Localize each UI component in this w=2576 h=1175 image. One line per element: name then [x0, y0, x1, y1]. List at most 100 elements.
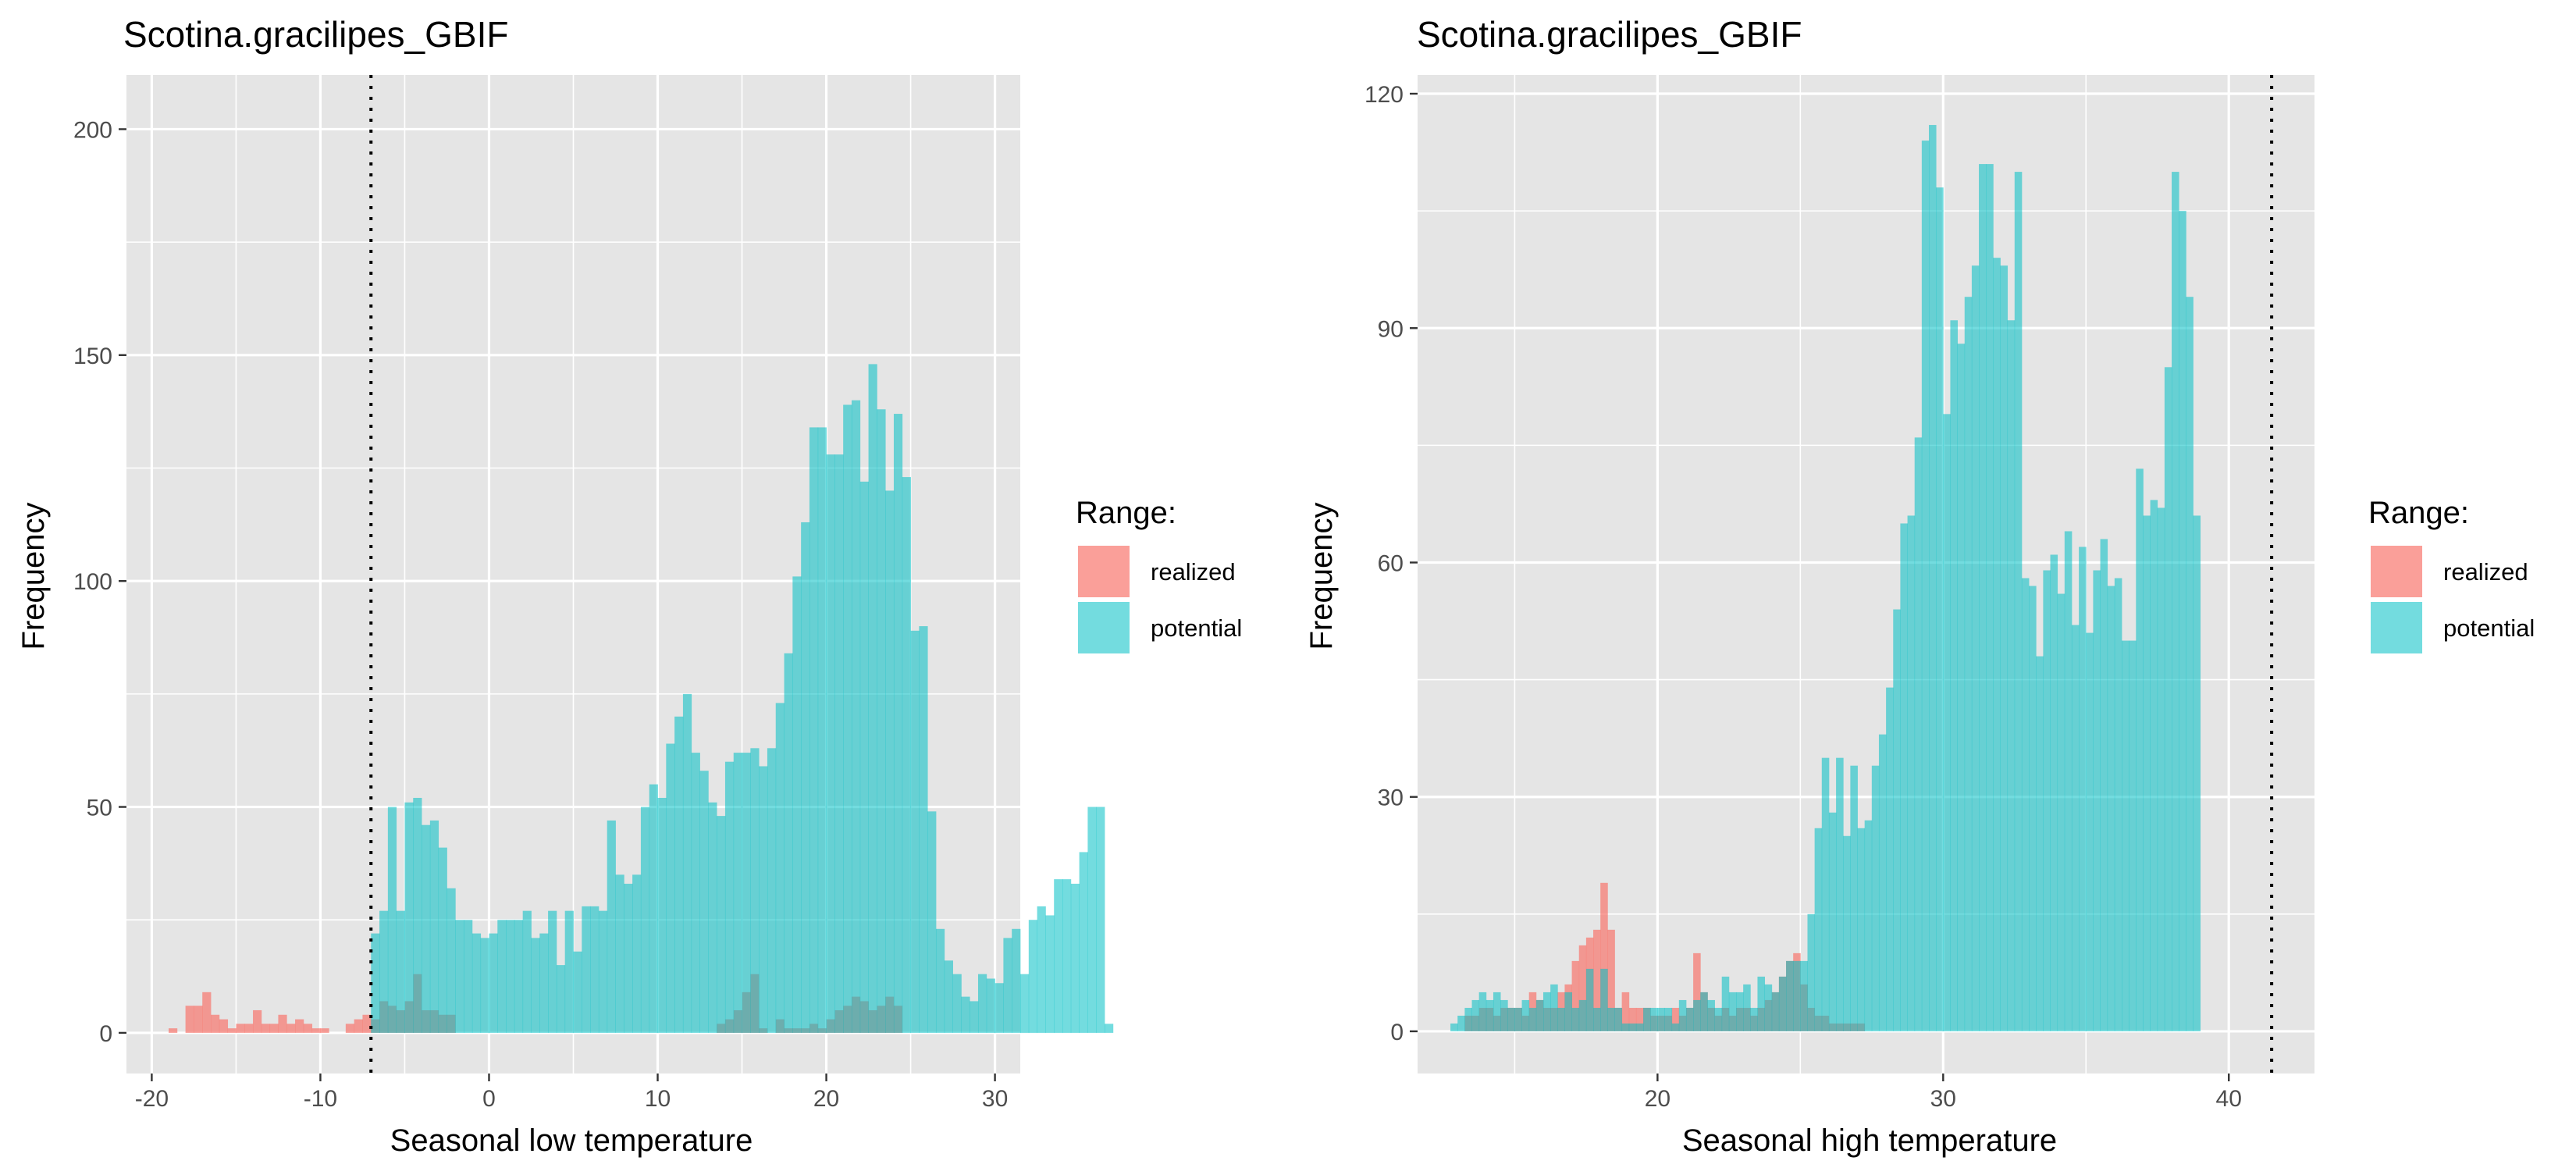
histogram-panel-high-temperature: 20 30 40 0 30 60 90 120 Scotina.gracilipes_GBIF… — [1288, 0, 2576, 1171]
bar-potential — [809, 427, 819, 1033]
bar-potential — [1986, 164, 1994, 1031]
bar-potential — [1693, 999, 1701, 1031]
bar-potential — [1028, 920, 1038, 1033]
bar-potential — [1950, 320, 1958, 1031]
x-tick-label: 20 — [813, 1086, 839, 1112]
bar-potential — [717, 816, 726, 1033]
bar-realized — [202, 992, 212, 1033]
bar-potential — [2179, 211, 2186, 1031]
bar-potential — [1585, 968, 1594, 1031]
bar-potential — [902, 477, 911, 1033]
axis-ticks: -20 -10 0 10 20 30 0 50 100 150 200 — [73, 117, 1008, 1112]
bar-potential — [1628, 1023, 1637, 1031]
bar-potential — [1700, 992, 1708, 1031]
y-tick-label: 0 — [99, 1021, 112, 1047]
bar-potential — [2107, 586, 2115, 1031]
bar-potential — [387, 806, 397, 1033]
bar-realized — [1621, 992, 1630, 1031]
x-tick-label: 40 — [2216, 1086, 2242, 1112]
bar-potential — [2157, 507, 2165, 1031]
bar-realized — [1607, 929, 1615, 1031]
bar-realized — [185, 1006, 194, 1033]
bar-potential — [674, 716, 684, 1033]
bar-potential — [1764, 984, 1773, 1031]
bar-potential — [2093, 570, 2101, 1031]
y-tick-label: 150 — [73, 344, 112, 369]
bar-potential — [1736, 992, 1744, 1031]
bar-realized — [295, 1019, 304, 1033]
bar-realized — [169, 1028, 178, 1033]
bar-potential — [2043, 570, 2051, 1031]
bar-potential — [1500, 999, 1508, 1031]
bar-realized — [286, 1024, 296, 1033]
bar-potential — [429, 820, 439, 1033]
bar-potential — [893, 414, 903, 1033]
bar-potential — [1929, 125, 1937, 1031]
bar-potential — [1671, 1023, 1680, 1031]
bar-potential — [877, 409, 886, 1033]
bar-potential — [843, 404, 852, 1033]
bar-potential — [1921, 141, 1930, 1031]
bar-potential — [2050, 554, 2058, 1031]
y-tick-label: 50 — [87, 796, 112, 821]
bar-potential — [986, 978, 995, 1033]
bar-potential — [379, 910, 389, 1033]
bar-potential — [480, 938, 489, 1033]
bar-potential — [2186, 297, 2194, 1031]
x-tick-label: 30 — [1930, 1086, 1956, 1112]
bar-potential — [539, 933, 549, 1033]
bar-potential — [1621, 1023, 1630, 1031]
bar-realized — [362, 1014, 372, 1033]
x-axis-title: Seasonal high temperature — [1682, 1123, 2057, 1158]
bar-potential — [598, 910, 608, 1033]
bar-potential — [1493, 992, 1501, 1031]
bar-potential — [961, 996, 970, 1033]
bar-potential — [1821, 757, 1830, 1031]
bar-potential — [1521, 999, 1530, 1031]
bar-potential — [1878, 734, 1887, 1031]
bar-potential — [691, 753, 700, 1033]
legend-label-potential: potential — [1151, 614, 1242, 642]
bar-realized — [278, 1014, 287, 1033]
bar-realized — [1571, 960, 1580, 1031]
bar-potential — [801, 522, 810, 1033]
bar-potential — [624, 883, 633, 1033]
bar-potential — [2064, 531, 2073, 1031]
bar-potential — [1045, 915, 1055, 1033]
bar-realized — [320, 1028, 329, 1033]
bar-potential — [1464, 1007, 1472, 1031]
legend-label-potential: potential — [2443, 614, 2535, 642]
bar-potential — [834, 454, 844, 1033]
bar-potential — [1964, 297, 1973, 1031]
bar-potential — [1771, 992, 1780, 1031]
bar-potential — [1643, 1007, 1651, 1031]
bar-potential — [404, 802, 414, 1033]
grid-lines — [126, 75, 1020, 1074]
bar-potential — [2122, 640, 2129, 1031]
bar-potential — [1886, 687, 1894, 1031]
histogram-bars — [1450, 125, 2201, 1031]
bar-potential — [733, 753, 742, 1033]
bar-potential — [952, 974, 962, 1033]
bar-potential — [548, 910, 557, 1033]
bar-potential — [1907, 515, 1916, 1031]
bar-potential — [413, 797, 422, 1033]
bar-potential — [2150, 500, 2158, 1031]
x-tick-label: 10 — [645, 1086, 671, 1112]
bar-potential — [1707, 999, 1715, 1031]
y-tick-label: 200 — [73, 117, 112, 143]
x-tick-label: 30 — [982, 1086, 1008, 1112]
bar-potential — [455, 920, 464, 1033]
bar-potential — [497, 920, 507, 1033]
bar-potential — [2029, 586, 2037, 1031]
bar-potential — [1993, 258, 2001, 1031]
legend-key-potential — [1078, 602, 1130, 653]
bar-realized — [1628, 1007, 1637, 1031]
bar-potential — [657, 797, 667, 1033]
y-tick-label: 120 — [1364, 82, 1404, 108]
bar-potential — [2100, 539, 2108, 1031]
bar-potential — [767, 748, 777, 1033]
bar-potential — [1457, 1015, 1465, 1031]
bar-potential — [1828, 812, 1837, 1031]
bar-potential — [1564, 992, 1572, 1031]
